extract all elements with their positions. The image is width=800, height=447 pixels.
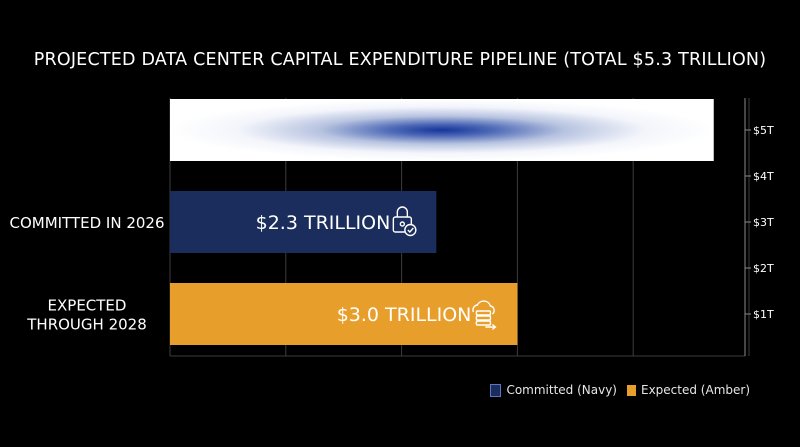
lock-check-icon [392, 206, 417, 237]
legend: Committed (Navy) Expected (Amber) [490, 383, 750, 397]
category-label-committed: COMMITTED IN 2026 [9, 214, 164, 232]
cloud-server-icon [472, 300, 497, 331]
axis-tick-label-4: $4T [753, 170, 774, 183]
bars: $2.3 TRILLION $3.0 TRILLION [170, 99, 714, 345]
legend-item-committed: Committed (Navy) [490, 383, 617, 397]
axis-tick-label-5: $5T [753, 124, 774, 137]
legend-swatch-navy [490, 383, 502, 397]
bar-value-label-committed: $2.3 TRILLION [256, 212, 391, 234]
category-label-expected: EXPECTED THROUGH 2028 [26, 297, 147, 334]
bar-value-label-expected: $3.0 TRILLION [337, 304, 472, 326]
right-axis: $1T $2T $3T $4T $5T [744, 98, 774, 356]
legend-label-expected: Expected (Amber) [641, 383, 750, 397]
axis-tick-label-1: $1T [753, 308, 774, 321]
legend-item-expected: Expected (Amber) [627, 383, 750, 397]
total-bar [170, 99, 714, 161]
axis-tick-label-2: $2T [753, 262, 774, 275]
axis-tick-label-3: $3T [753, 216, 774, 229]
legend-swatch-amber [627, 384, 636, 396]
legend-label-committed: Committed (Navy) [506, 383, 617, 397]
bar-committed [170, 191, 437, 253]
bar-expected [170, 283, 518, 345]
chart-title: PROJECTED DATA CENTER CAPITAL EXPENDITUR… [33, 50, 767, 70]
category-labels: COMMITTED IN 2026 EXPECTED THROUGH 2028 [9, 214, 164, 334]
